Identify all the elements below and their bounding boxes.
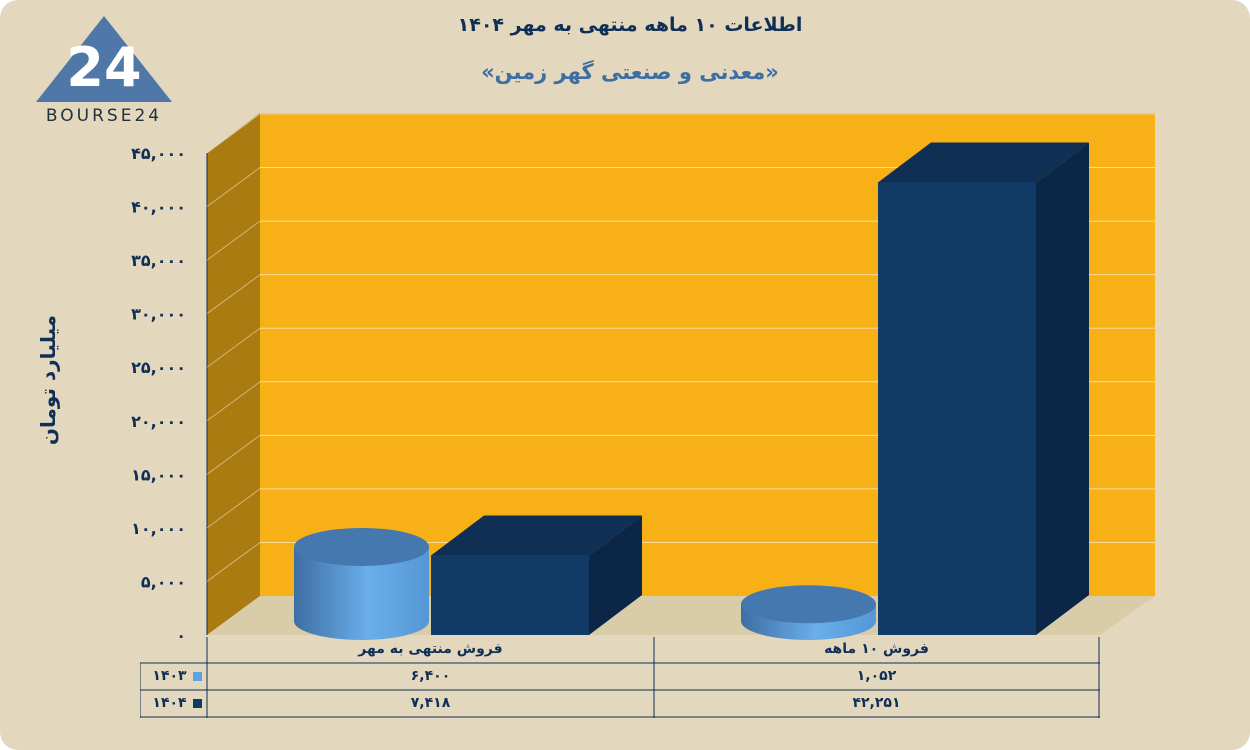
gridline-side [206, 220, 261, 261]
data-table-lines [140, 637, 1100, 718]
legend-row-1404: ۱۴۰۴ [148, 695, 206, 711]
y-tick-label: ۴۰,۰۰۰ [131, 198, 186, 217]
gridline-side [206, 274, 261, 315]
bar-1404-top [431, 515, 642, 556]
bar-1404-side [1036, 142, 1089, 636]
legend-label-1403: ۱۴۰۳ [152, 668, 187, 684]
legend-swatch-1403 [192, 671, 202, 681]
side-wall [207, 113, 260, 635]
logo-text: BOURSE24 [45, 106, 163, 126]
logo-mark: 24 [66, 36, 141, 99]
table-cell-1404-category-1: ۷,۴۱۸ [410, 695, 451, 711]
bar-1404-side [589, 515, 642, 635]
bar-1403-cylinder-top [294, 527, 429, 566]
legend-swatch-1404 [192, 698, 202, 708]
bar-1404-top [878, 142, 1089, 183]
table-header-category-1: فروش منتهی به مهر [358, 641, 503, 657]
gridline-side [206, 488, 261, 529]
y-tick-label: ۱۰,۰۰۰ [131, 519, 186, 538]
bar-1404-front [431, 555, 589, 635]
gridline-side [206, 327, 261, 368]
bar-1403-cylinder-body [294, 546, 429, 640]
legend-label-1404: ۱۴۰۴ [152, 695, 187, 711]
logo-triangle-icon: 24 [36, 16, 172, 102]
bar-1404-front [878, 182, 1036, 636]
gridline-side [206, 434, 261, 475]
table-cell-1403-category-1: ۶,۴۰۰ [410, 668, 451, 684]
table-cell-1403-category-2: ۱,۰۵۲ [856, 668, 897, 684]
gridline-side [206, 381, 261, 422]
gridline-side [206, 167, 261, 207]
data-table: فروش منتهی به مهر فروش ۱۰ ماهه ۱۴۰۳ ۶,۴۰… [140, 637, 1100, 718]
gridline-side [206, 113, 261, 154]
chart-title: اطلاعات ۱۰ ماهه منتهی به مهر ۱۴۰۴ [457, 14, 803, 36]
table-cell-1404-category-2: ۴۲,۲۵۱ [852, 695, 901, 711]
y-tick-label: ۳۰,۰۰۰ [131, 305, 186, 324]
y-tick-label: ۴۵,۰۰۰ [131, 144, 186, 163]
legend-row-1403: ۱۴۰۳ [148, 668, 206, 684]
y-tick-label: ۱۵,۰۰۰ [131, 465, 186, 484]
gridline-side [206, 542, 261, 582]
table-header-category-2: فروش ۱۰ ماهه [824, 641, 929, 657]
y-tick-label: ۳۵,۰۰۰ [131, 251, 186, 270]
y-tick-label: ۰ [176, 626, 186, 645]
chart-subtitle: «معدنی و صنعتی گهر زمین» [481, 60, 779, 84]
y-tick-label: ۲۵,۰۰۰ [131, 358, 186, 377]
y-tick-label: ۵,۰۰۰ [141, 572, 186, 591]
bar-1403-cylinder-top [741, 585, 876, 624]
y-tick-label: ۲۰,۰۰۰ [131, 412, 186, 431]
logo: 24 BOURSE24 [34, 14, 174, 126]
